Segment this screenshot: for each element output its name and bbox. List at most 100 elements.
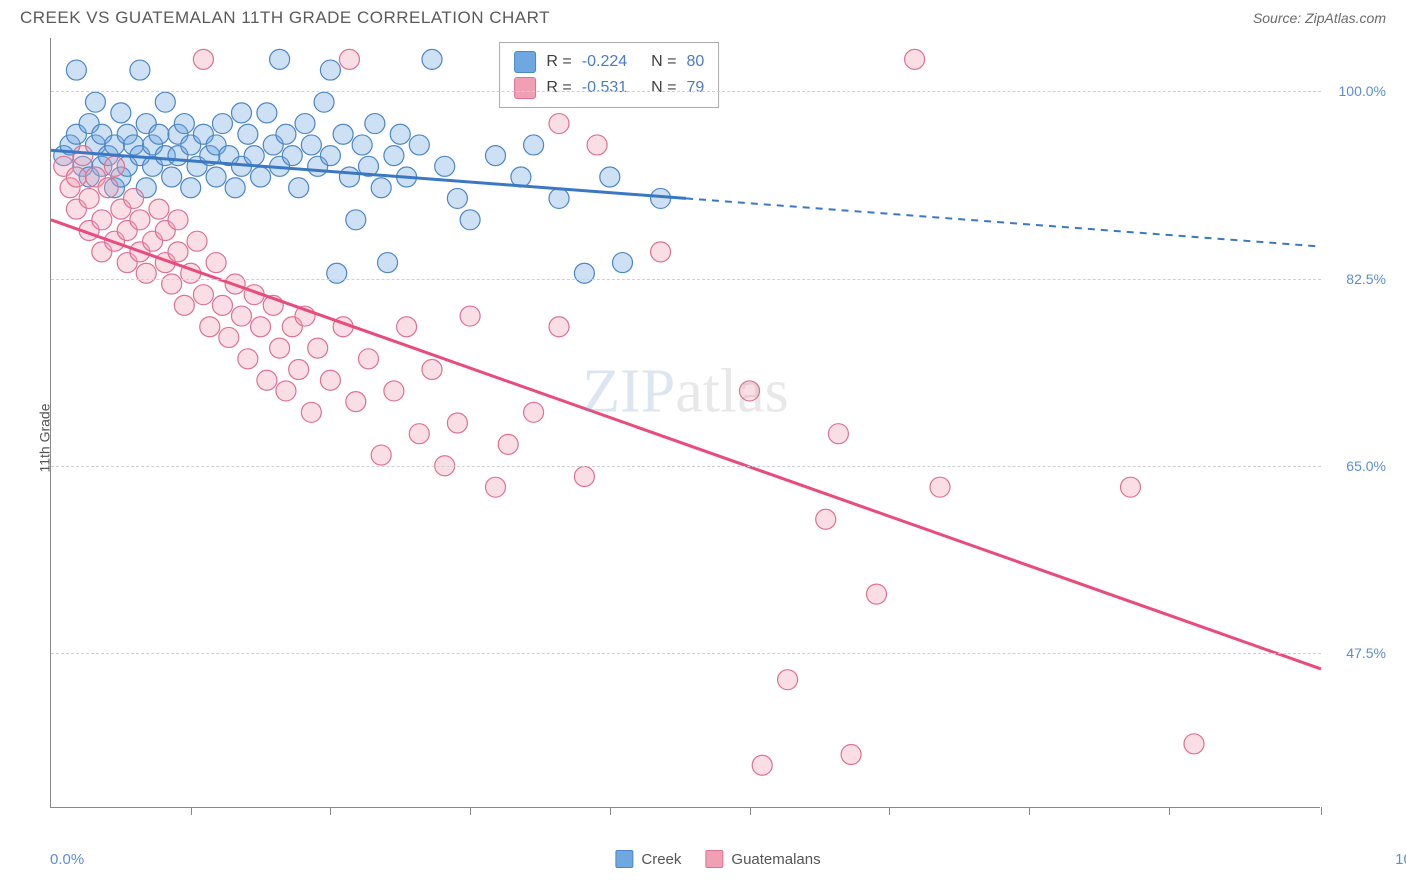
data-point <box>422 49 442 69</box>
data-point <box>79 188 99 208</box>
data-point <box>105 156 125 176</box>
data-point <box>270 49 290 69</box>
legend-swatch-guatemalans <box>705 850 723 868</box>
chart-title: CREEK VS GUATEMALAN 11TH GRADE CORRELATI… <box>20 8 550 28</box>
data-point <box>149 124 169 144</box>
data-point <box>651 242 671 262</box>
data-point <box>130 210 150 230</box>
data-point <box>549 188 569 208</box>
data-point <box>549 114 569 134</box>
gridline <box>51 91 1321 92</box>
data-point <box>289 360 309 380</box>
data-point <box>251 167 271 187</box>
x-tick <box>1169 807 1170 815</box>
stats-n-value-guatemalans: 79 <box>686 79 704 97</box>
data-point <box>193 49 213 69</box>
data-point <box>486 477 506 497</box>
data-point <box>390 124 410 144</box>
stats-n-label: N = <box>651 79 676 97</box>
data-point <box>193 285 213 305</box>
data-point <box>66 167 86 187</box>
data-point <box>251 317 271 337</box>
data-point <box>301 135 321 155</box>
data-point <box>168 242 188 262</box>
data-point <box>282 146 302 166</box>
data-point <box>574 263 594 283</box>
data-point <box>930 477 950 497</box>
data-point <box>339 49 359 69</box>
data-point <box>422 360 442 380</box>
data-point <box>257 103 277 123</box>
legend-swatch-creek <box>615 850 633 868</box>
x-tick <box>1321 807 1322 815</box>
data-point <box>174 114 194 134</box>
stats-swatch-guatemalans <box>514 77 536 99</box>
data-point <box>162 167 182 187</box>
y-tick-label: 65.0% <box>1346 458 1386 474</box>
stats-r-value-creek: -0.224 <box>582 53 627 71</box>
legend-item-guatemalans: Guatemalans <box>705 850 820 868</box>
data-point <box>308 338 328 358</box>
data-point <box>740 381 760 401</box>
data-point <box>149 199 169 219</box>
data-point <box>257 370 277 390</box>
data-point <box>333 124 353 144</box>
legend-label-guatemalans: Guatemalans <box>731 851 820 868</box>
data-point <box>130 60 150 80</box>
data-point <box>841 745 861 765</box>
data-point <box>384 146 404 166</box>
data-point <box>346 392 366 412</box>
x-tick <box>470 807 471 815</box>
data-point <box>232 306 252 326</box>
x-tick <box>889 807 890 815</box>
data-point <box>339 167 359 187</box>
x-tick <box>610 807 611 815</box>
data-point <box>447 188 467 208</box>
data-point <box>486 146 506 166</box>
data-point <box>1121 477 1141 497</box>
data-point <box>66 60 86 80</box>
gridline <box>51 466 1321 467</box>
stats-r-label: R = <box>546 79 571 97</box>
x-axis-max-label: 100.0% <box>1395 851 1406 868</box>
data-point <box>359 349 379 369</box>
stats-r-value-guatemalans: -0.531 <box>582 79 627 97</box>
gridline <box>51 279 1321 280</box>
data-point <box>447 413 467 433</box>
data-point <box>181 178 201 198</box>
data-point <box>301 402 321 422</box>
data-point <box>289 178 309 198</box>
data-point <box>460 210 480 230</box>
data-point <box>92 210 112 230</box>
trend-line-solid <box>51 220 1321 669</box>
data-point <box>136 263 156 283</box>
trend-line-dashed <box>686 198 1321 246</box>
data-point <box>225 178 245 198</box>
data-point <box>409 135 429 155</box>
data-point <box>498 434 518 454</box>
data-point <box>867 584 887 604</box>
stats-r-label: R = <box>546 53 571 71</box>
stats-row-1: R = -0.224 N = 80 <box>514 49 704 75</box>
y-tick-label: 47.5% <box>1346 645 1386 661</box>
data-point <box>371 178 391 198</box>
data-point <box>200 317 220 337</box>
data-point <box>320 370 340 390</box>
data-point <box>327 263 347 283</box>
data-point <box>212 114 232 134</box>
data-point <box>409 424 429 444</box>
data-point <box>613 253 633 273</box>
data-point <box>524 135 544 155</box>
source-text: Source: ZipAtlas.com <box>1253 10 1386 26</box>
data-point <box>1184 734 1204 754</box>
data-point <box>162 274 182 294</box>
data-point <box>295 114 315 134</box>
data-point <box>270 338 290 358</box>
data-point <box>397 317 417 337</box>
stats-box: R = -0.224 N = 80 R = -0.531 N = 79 <box>499 42 719 108</box>
data-point <box>155 92 175 112</box>
data-point <box>219 327 239 347</box>
scatter-svg <box>51 38 1321 808</box>
data-point <box>232 103 252 123</box>
data-point <box>276 381 296 401</box>
